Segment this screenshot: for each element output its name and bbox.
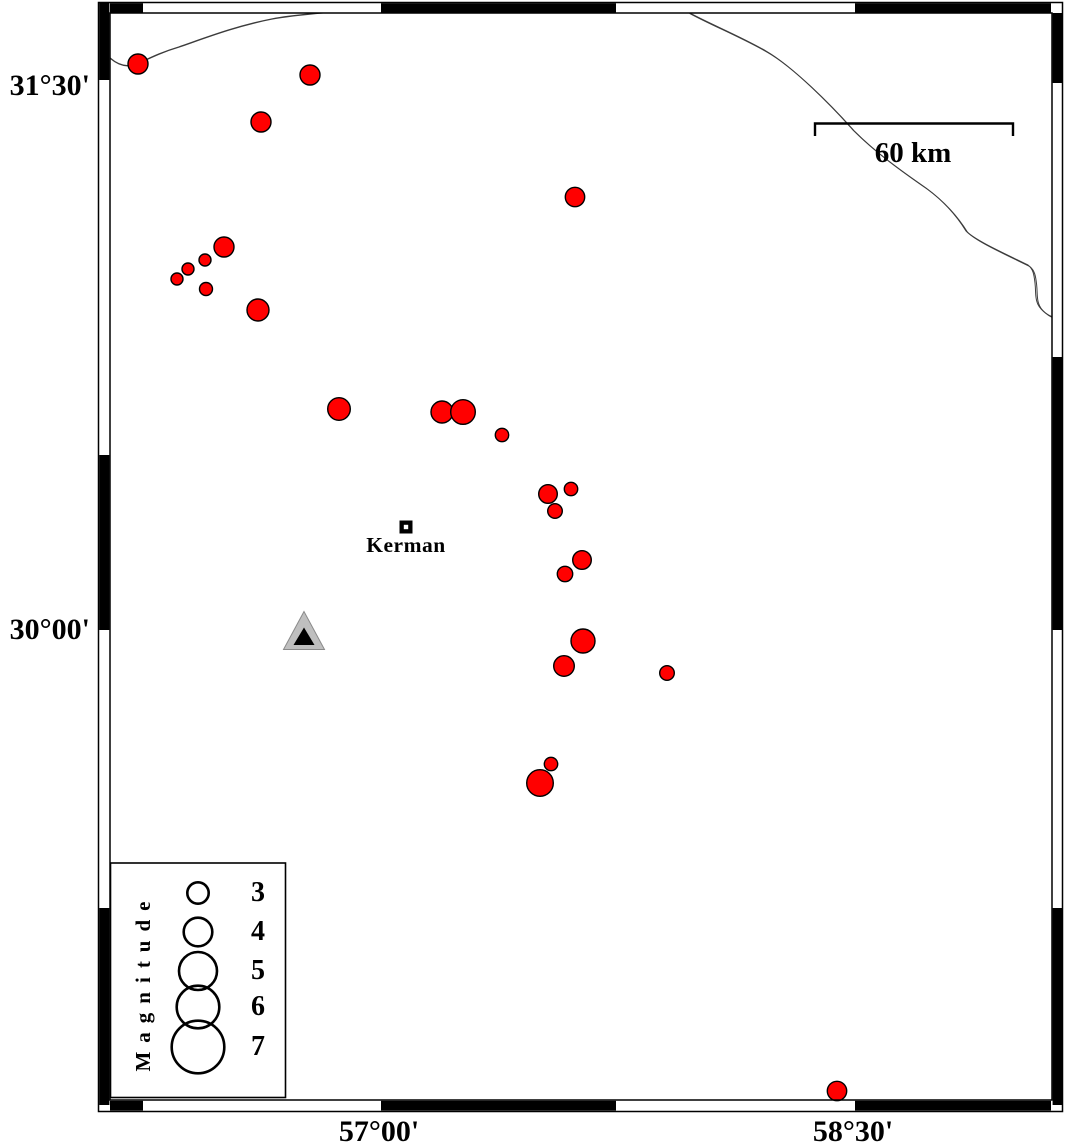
legend-box	[109, 862, 287, 1099]
epicenter-marker	[659, 665, 676, 682]
lat-label-30-00: 30°00'	[9, 613, 90, 646]
epicenter-marker	[556, 565, 574, 583]
city-marker-kerman	[399, 520, 413, 534]
epicenter-marker	[526, 769, 555, 798]
frame-inner	[109, 12, 1053, 1101]
frame-segment-left	[99, 455, 110, 630]
epicenter-marker	[450, 399, 477, 426]
legend-value-3: 3	[251, 877, 265, 908]
epicenter-marker	[572, 550, 593, 571]
scale-bar-label: 60 km	[874, 137, 952, 169]
legend-circle-m5	[177, 950, 219, 992]
legend-value-6: 6	[251, 991, 265, 1022]
frame-segment-top	[110, 3, 143, 13]
frame-segment-left	[99, 908, 110, 1105]
epicenter-marker	[198, 281, 214, 297]
city-square-inner	[403, 524, 409, 530]
legend-circle-m6	[175, 984, 221, 1030]
city-label-kerman: Kerman	[366, 533, 446, 557]
frame-segment-right	[1052, 357, 1062, 630]
epicenter-marker	[543, 756, 559, 772]
road-line-northeast-2	[689, 13, 1052, 318]
frame-segment-bottom	[381, 1100, 616, 1111]
frame-segment-bottom	[855, 1100, 1051, 1111]
epicenter-marker	[570, 628, 596, 654]
lon-label-57-00: 57°00'	[338, 1115, 420, 1148]
lon-label-58-30: 58°30'	[812, 1115, 894, 1148]
legend-circle-m4	[182, 916, 214, 948]
station-marker	[282, 610, 326, 650]
epicenter-marker	[826, 1080, 848, 1102]
boundary-line-northwest	[110, 13, 329, 67]
epicenter-marker	[494, 427, 510, 443]
epicenter-marker	[246, 298, 270, 322]
epicenter-marker	[299, 64, 321, 86]
epicenter-marker	[181, 262, 195, 276]
legend-frame	[109, 862, 287, 1099]
frame-outer	[97, 1, 1064, 1113]
legend-circle-m7	[170, 1019, 226, 1075]
epicenter-marker	[327, 397, 352, 422]
epicenter-marker	[430, 400, 454, 424]
legend-title: Magnitude	[131, 892, 155, 1072]
frame-segment-bottom	[110, 1100, 143, 1111]
epicenter-marker	[538, 484, 559, 505]
legend-value-5: 5	[251, 955, 265, 986]
legend-value-4: 4	[251, 916, 265, 947]
frame-segment-right	[1052, 908, 1062, 1105]
epicenter-marker	[553, 655, 576, 678]
lat-label-31-30: 31°30'	[9, 69, 90, 102]
epicenter-marker	[198, 253, 212, 267]
map-frame	[97, 1, 1064, 1113]
scale-bar	[813, 122, 1015, 136]
epicenter-marker	[564, 186, 586, 208]
frame-segment-top	[855, 3, 1051, 13]
epicenter-marker	[547, 503, 564, 520]
legend-circle-m3	[186, 880, 211, 905]
station-triangle-inner	[293, 627, 315, 645]
epicenter-marker	[563, 481, 579, 497]
frame-segment-left	[99, 3, 110, 80]
frame-segment-right	[1052, 13, 1062, 83]
legend-value-7: 7	[251, 1031, 265, 1062]
epicenter-marker	[170, 272, 184, 286]
epicenter-marker	[250, 111, 272, 133]
frame-segment-top	[381, 3, 616, 13]
epicenter-marker	[127, 53, 149, 75]
epicenter-marker	[213, 236, 235, 258]
epicenter-layer	[127, 53, 848, 1102]
